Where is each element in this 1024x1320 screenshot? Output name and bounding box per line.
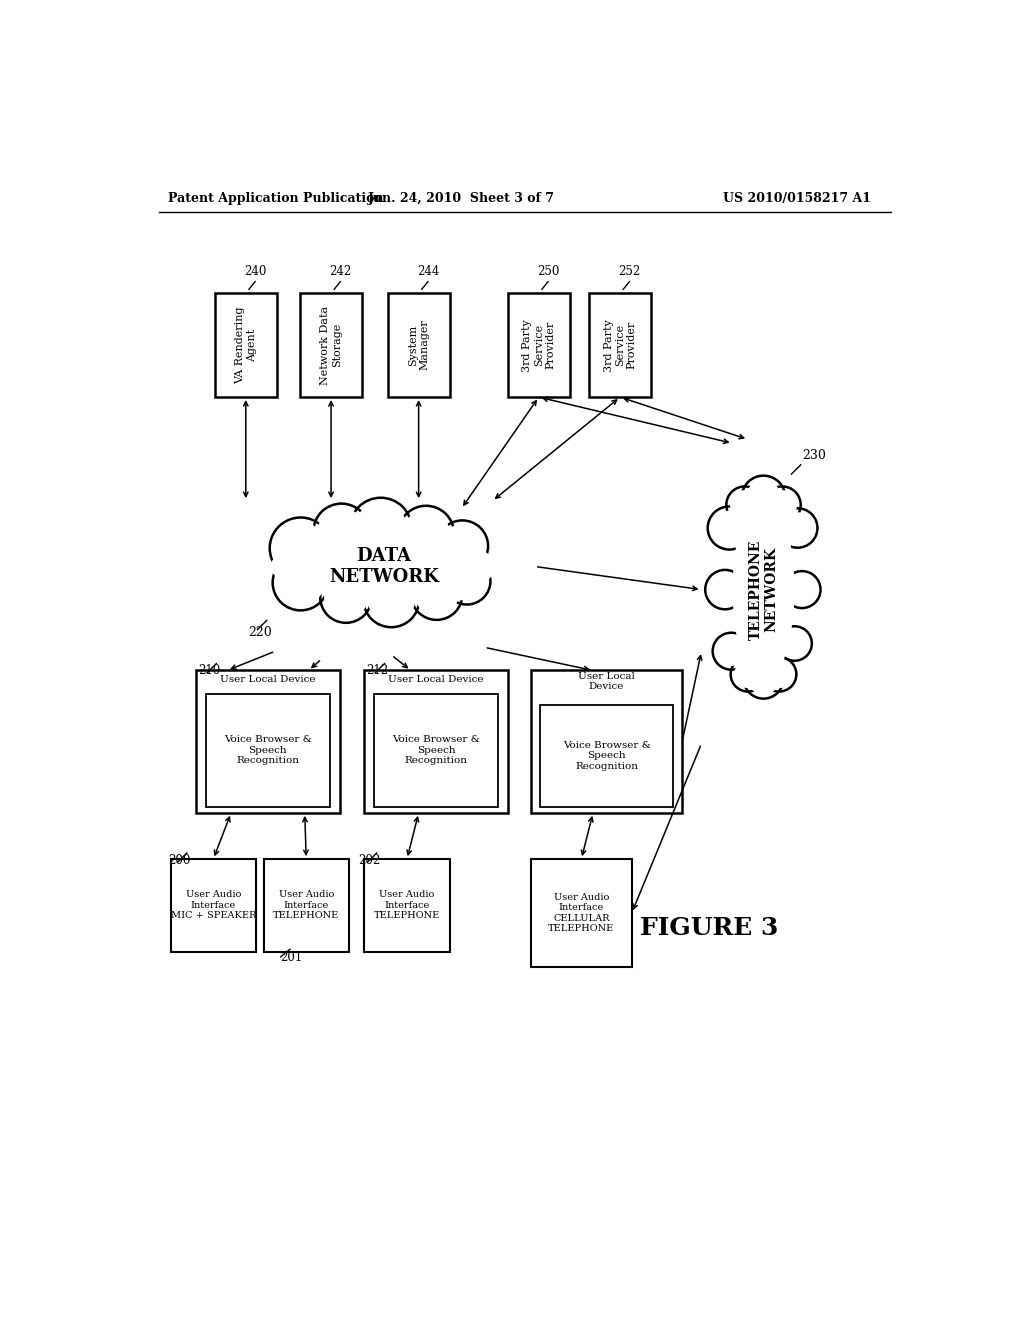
Bar bbox=[589, 293, 651, 397]
Text: User Audio
Interface
CELLULAR
TELEPHONE: User Audio Interface CELLULAR TELEPHONE bbox=[548, 892, 614, 933]
Text: 201: 201 bbox=[281, 950, 303, 964]
Circle shape bbox=[743, 659, 783, 698]
Circle shape bbox=[317, 508, 366, 554]
Circle shape bbox=[713, 632, 750, 669]
Text: 3rd Party
Service
Provider: 3rd Party Service Provider bbox=[522, 318, 555, 371]
Circle shape bbox=[787, 574, 817, 605]
Text: Voice Browser &
Speech
Recognition: Voice Browser & Speech Recognition bbox=[392, 735, 480, 766]
Circle shape bbox=[712, 511, 746, 545]
Circle shape bbox=[446, 561, 486, 601]
Bar bbox=[541, 705, 673, 807]
Text: 252: 252 bbox=[618, 265, 641, 277]
Text: Voice Browser &
Speech
Recognition: Voice Browser & Speech Recognition bbox=[224, 735, 312, 766]
Text: User Audio
Interface
MIC + SPEAKER: User Audio Interface MIC + SPEAKER bbox=[171, 891, 256, 920]
Circle shape bbox=[440, 524, 484, 568]
Bar bbox=[206, 693, 331, 807]
Ellipse shape bbox=[270, 533, 497, 599]
Text: 230: 230 bbox=[802, 449, 826, 462]
Circle shape bbox=[364, 572, 419, 627]
Ellipse shape bbox=[732, 498, 795, 682]
Bar bbox=[365, 859, 450, 952]
Circle shape bbox=[313, 504, 370, 560]
Bar bbox=[300, 293, 362, 397]
Text: DATA
NETWORK: DATA NETWORK bbox=[329, 546, 438, 586]
Text: User Audio
Interface
TELEPHONE: User Audio Interface TELEPHONE bbox=[374, 891, 440, 920]
Text: VA Rendering
Agent: VA Rendering Agent bbox=[234, 306, 257, 384]
Bar bbox=[197, 671, 340, 813]
Bar bbox=[531, 859, 632, 966]
Circle shape bbox=[269, 517, 332, 579]
Text: 242: 242 bbox=[330, 265, 351, 277]
Bar bbox=[388, 293, 450, 397]
Ellipse shape bbox=[263, 527, 505, 607]
Circle shape bbox=[778, 508, 817, 548]
Circle shape bbox=[354, 503, 407, 554]
Text: System
Manager: System Manager bbox=[408, 319, 429, 371]
Bar bbox=[215, 293, 276, 397]
Circle shape bbox=[746, 480, 781, 515]
Text: User Audio
Interface
TELEPHONE: User Audio Interface TELEPHONE bbox=[273, 891, 339, 920]
Text: Patent Application Publication: Patent Application Publication bbox=[168, 191, 384, 205]
Text: TELEPHONE
NETWORK: TELEPHONE NETWORK bbox=[749, 540, 778, 640]
Text: Voice Browser &
Speech
Recognition: Voice Browser & Speech Recognition bbox=[562, 741, 650, 771]
Circle shape bbox=[741, 475, 785, 519]
Circle shape bbox=[324, 576, 368, 619]
Text: Jun. 24, 2010  Sheet 3 of 7: Jun. 24, 2010 Sheet 3 of 7 bbox=[368, 191, 555, 205]
Circle shape bbox=[783, 572, 820, 609]
Circle shape bbox=[706, 570, 744, 610]
Circle shape bbox=[321, 572, 372, 623]
Circle shape bbox=[726, 487, 764, 524]
Circle shape bbox=[276, 558, 325, 606]
Circle shape bbox=[765, 660, 793, 688]
Text: 250: 250 bbox=[537, 265, 559, 277]
Bar bbox=[365, 671, 508, 813]
Circle shape bbox=[762, 657, 797, 692]
Bar bbox=[374, 693, 499, 807]
Circle shape bbox=[764, 487, 801, 524]
Ellipse shape bbox=[723, 474, 804, 705]
Text: 212: 212 bbox=[366, 664, 388, 677]
Text: FIGURE 3: FIGURE 3 bbox=[640, 916, 778, 940]
Circle shape bbox=[272, 554, 329, 610]
Circle shape bbox=[731, 657, 765, 692]
Text: 220: 220 bbox=[248, 626, 272, 639]
Bar bbox=[508, 293, 569, 397]
Text: 210: 210 bbox=[198, 664, 220, 677]
Circle shape bbox=[767, 490, 797, 520]
Text: 244: 244 bbox=[417, 265, 439, 277]
Text: 200: 200 bbox=[168, 854, 190, 867]
Circle shape bbox=[350, 498, 412, 560]
Circle shape bbox=[710, 574, 741, 606]
Circle shape bbox=[411, 569, 463, 620]
Text: 3rd Party
Service
Provider: 3rd Party Service Provider bbox=[603, 318, 637, 371]
Text: User Local Device: User Local Device bbox=[220, 676, 315, 684]
Circle shape bbox=[402, 510, 450, 557]
Circle shape bbox=[415, 573, 459, 616]
Circle shape bbox=[436, 520, 488, 572]
Circle shape bbox=[398, 506, 454, 561]
Circle shape bbox=[730, 490, 760, 520]
Text: 202: 202 bbox=[358, 854, 381, 867]
Circle shape bbox=[368, 576, 415, 623]
Circle shape bbox=[781, 512, 813, 544]
Circle shape bbox=[443, 558, 490, 605]
Circle shape bbox=[777, 626, 812, 661]
Circle shape bbox=[780, 630, 808, 657]
Bar bbox=[263, 859, 349, 952]
Text: 240: 240 bbox=[244, 265, 266, 277]
Bar bbox=[171, 859, 256, 952]
Circle shape bbox=[708, 507, 751, 549]
Circle shape bbox=[748, 663, 779, 694]
Text: US 2010/0158217 A1: US 2010/0158217 A1 bbox=[723, 191, 871, 205]
Text: User Local
Device: User Local Device bbox=[579, 672, 635, 690]
Circle shape bbox=[734, 660, 762, 688]
Text: Network Data
Storage: Network Data Storage bbox=[321, 305, 342, 384]
Text: User Local Device: User Local Device bbox=[388, 676, 483, 684]
Bar bbox=[531, 671, 682, 813]
Circle shape bbox=[274, 523, 327, 574]
Circle shape bbox=[717, 636, 746, 667]
